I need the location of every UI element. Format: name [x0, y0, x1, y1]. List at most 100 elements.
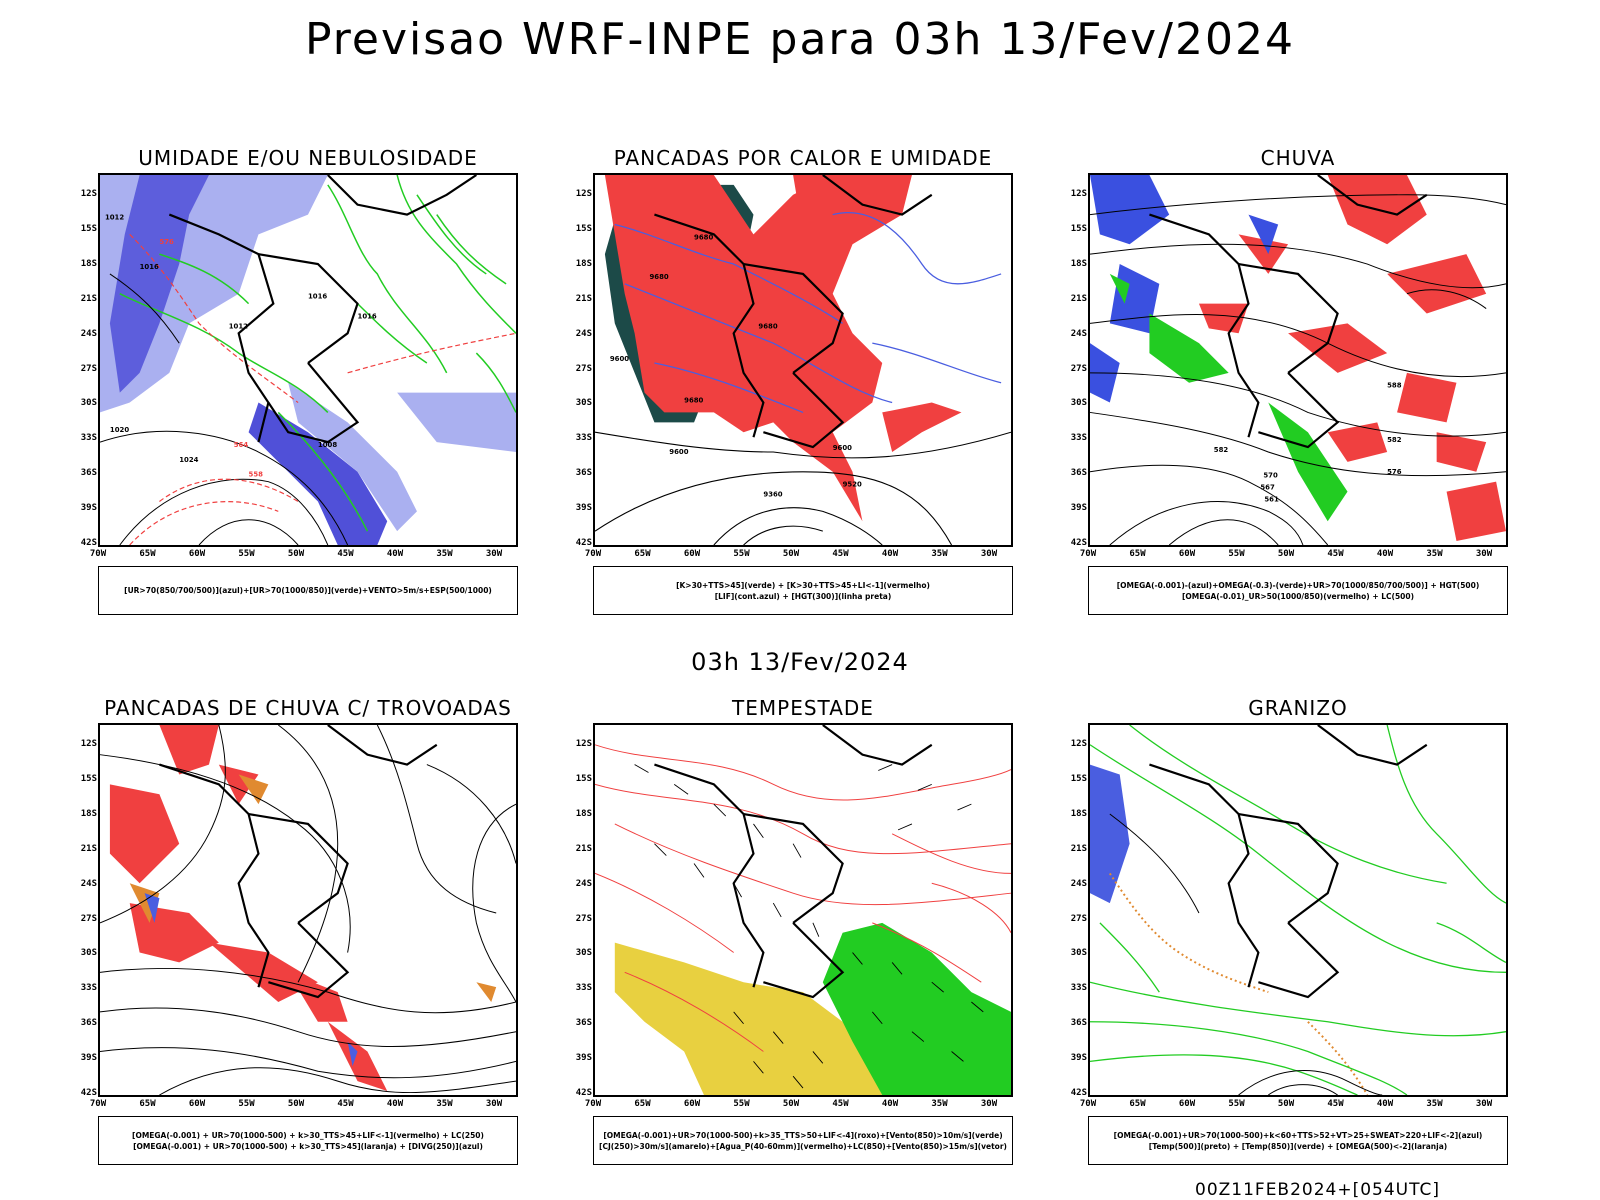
lat-tick-label: 39S	[575, 1053, 592, 1064]
svg-text:1012: 1012	[229, 322, 248, 330]
lon-tick-label: 70W	[89, 1099, 107, 1109]
svg-text:588: 588	[1387, 382, 1402, 390]
rain-green-patches	[1109, 273, 1348, 522]
panel-legend: [OMEGA(-0.001)+UR>70(1000-500)+k<60+TTS>…	[1088, 1116, 1508, 1165]
lon-tick-label: 30W	[1475, 1099, 1493, 1109]
lon-tick-label: 60W	[1178, 1099, 1196, 1109]
svg-text:582: 582	[1387, 436, 1402, 444]
svg-text:1008: 1008	[318, 441, 337, 449]
map-trovoadas	[98, 723, 518, 1097]
country-borders	[1149, 725, 1428, 999]
lon-tick-label: 60W	[188, 549, 206, 559]
lat-tick-label: 33S	[575, 433, 592, 444]
lat-tick-label: 18S	[80, 258, 97, 269]
lon-tick-label: 50W	[287, 1099, 305, 1109]
water-vapor-contours	[595, 744, 1011, 1052]
lat-tick-label: 30S	[1070, 398, 1087, 409]
lat-tick-label: 15S	[575, 773, 592, 784]
lat-tick-label: 27S	[1070, 363, 1087, 374]
lat-tick-label: 18S	[1070, 258, 1087, 269]
lat-tick-label: 36S	[575, 1018, 592, 1029]
lon-tick-label: 35W	[931, 1099, 948, 1109]
map-chuva-graphic: 588 582 582 576 570 567 561	[1090, 175, 1506, 545]
lat-tick-label: 15S	[1070, 223, 1087, 234]
svg-text:9360: 9360	[763, 491, 782, 499]
lon-tick-label: 45W	[832, 1099, 849, 1109]
lon-tick-label: 55W	[1228, 549, 1245, 559]
svg-text:1024: 1024	[179, 456, 198, 464]
storm-orange-patches	[129, 774, 497, 1003]
svg-text:1016: 1016	[308, 293, 327, 301]
lon-tick-label: 65W	[634, 1099, 651, 1109]
li-red-north	[793, 175, 853, 235]
map-trovoadas-graphic	[100, 725, 516, 1095]
green-humidity-contours	[119, 175, 516, 532]
lat-tick-label: 42S	[80, 538, 97, 548]
lat-tick-label: 15S	[1070, 773, 1087, 784]
lat-tick-label: 21S	[80, 293, 97, 304]
lon-tick-label: 70W	[1079, 1099, 1097, 1109]
legend-line-2: [Temp(500)](preto) + [Temp(850)](verde) …	[1148, 1141, 1448, 1151]
country-borders	[654, 175, 933, 449]
lon-tick-label: 55W	[733, 549, 750, 559]
lon-tick-label: 65W	[139, 549, 156, 559]
panel-trovoadas: PANCADAS DE CHUVA C/ TROVOADAS	[73, 696, 543, 1166]
legend-line-1: [OMEGA(-0.001)+UR>70(1000-500)+k<60+TTS>…	[1113, 1130, 1483, 1140]
map-umidade-graphic: 1012 1016 1012 1016 1016 1024 1020 1008 …	[100, 175, 516, 545]
svg-text:561: 561	[1264, 495, 1279, 503]
panel-legend: [K>30+TTS>45](verde) + [K>30+TTS>45+LI<-…	[593, 566, 1013, 615]
lon-tick-label: 65W	[634, 549, 651, 559]
legend-line-2: [LIF](cont.azul) + [HGT(300)](linha pret…	[714, 591, 892, 601]
lon-tick-label: 40W	[1376, 549, 1394, 559]
panel-umidade: UMIDADE E/OU NEBULOSIDADE	[73, 146, 543, 616]
panel-chuva: CHUVA	[1063, 146, 1533, 616]
lon-tick-label: 35W	[1426, 1099, 1443, 1109]
lif-blue-contours	[614, 212, 1002, 414]
hail-blue-patches	[1090, 764, 1130, 904]
lat-tick-label: 21S	[575, 843, 592, 854]
li-red-east	[882, 402, 962, 453]
lat-tick-label: 30S	[1070, 948, 1087, 959]
lon-tick-label: 35W	[436, 549, 453, 559]
svg-text:1016: 1016	[358, 312, 377, 320]
lat-tick-label: 39S	[575, 503, 592, 514]
svg-text:9680: 9680	[649, 273, 668, 281]
lat-tick-label: 39S	[80, 503, 97, 514]
panel-title: GRANIZO	[1248, 696, 1348, 720]
thickness-contours	[129, 233, 516, 545]
li-red-area	[604, 175, 912, 522]
lat-tick-label: 24S	[1070, 878, 1087, 889]
country-borders	[654, 725, 933, 999]
lon-tick-label: 70W	[584, 549, 602, 559]
lon-tick-label: 30W	[485, 1099, 503, 1109]
lat-tick-label: 21S	[1070, 293, 1087, 304]
lon-tick-label: 65W	[1129, 549, 1146, 559]
lon-tick-label: 30W	[485, 549, 503, 559]
hgt300-contours	[595, 431, 1011, 545]
divergence-blue-patches	[144, 893, 358, 1067]
map-granizo-graphic	[1090, 725, 1506, 1095]
panel-legend: [OMEGA(-0.001)+UR>70(1000-500)+k>35_TTS>…	[593, 1116, 1013, 1165]
lon-tick-label: 30W	[1475, 549, 1493, 559]
lat-tick-label: 24S	[80, 328, 97, 339]
jet-yellow-area	[614, 942, 883, 1095]
svg-text:564: 564	[234, 441, 249, 449]
svg-text:582: 582	[1214, 446, 1229, 454]
lat-tick-label: 36S	[575, 468, 592, 479]
lon-tick-label: 40W	[881, 1099, 899, 1109]
storm-red-patches	[109, 725, 388, 1092]
lon-tick-label: 30W	[980, 549, 998, 559]
lat-tick-label: 24S	[575, 328, 592, 339]
lat-tick-label: 12S	[80, 189, 97, 199]
lat-tick-label: 15S	[80, 773, 97, 784]
lat-tick-label: 18S	[80, 808, 97, 819]
lat-tick-label: 15S	[80, 223, 97, 234]
lon-tick-label: 65W	[139, 1099, 156, 1109]
legend-line-2: [OMEGA(-0.01)_UR>50(1000/850)(vermelho) …	[1181, 591, 1415, 601]
temp500-black-contours	[1109, 813, 1383, 1095]
lon-tick-label: 40W	[386, 1099, 404, 1109]
lat-tick-label: 33S	[575, 983, 592, 994]
wind-green-area	[822, 922, 1011, 1095]
lon-tick-label: 35W	[436, 1099, 453, 1109]
lat-tick-label: 18S	[575, 808, 592, 819]
